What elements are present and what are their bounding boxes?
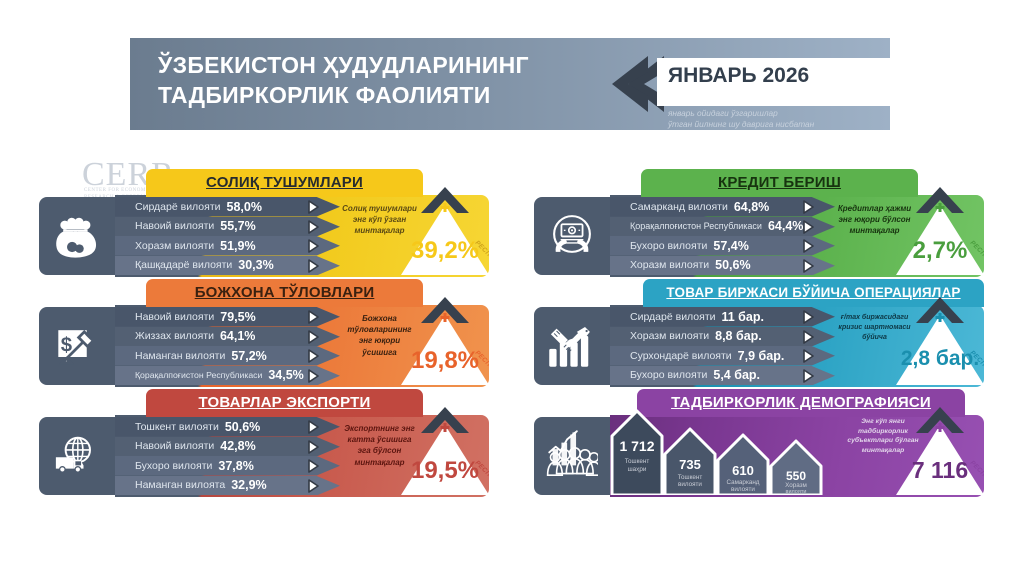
svg-text:Хоразм: Хоразм — [785, 482, 807, 489]
svg-text:вилояти: вилояти — [786, 489, 807, 495]
svg-text:вилояти: вилояти — [731, 486, 755, 493]
svg-text:Тошкент: Тошкент — [678, 474, 703, 481]
svg-text:шаҳри: шаҳри — [628, 466, 647, 473]
svg-text:вилояти: вилояти — [678, 481, 702, 488]
svg-text:735: 735 — [679, 457, 701, 472]
svg-text:1 712: 1 712 — [619, 438, 654, 454]
svg-text:Тошкент: Тошкент — [625, 458, 650, 465]
svg-text:610: 610 — [732, 463, 754, 478]
svg-text:550: 550 — [786, 469, 806, 483]
svg-text:Самарканд: Самарканд — [726, 479, 759, 486]
